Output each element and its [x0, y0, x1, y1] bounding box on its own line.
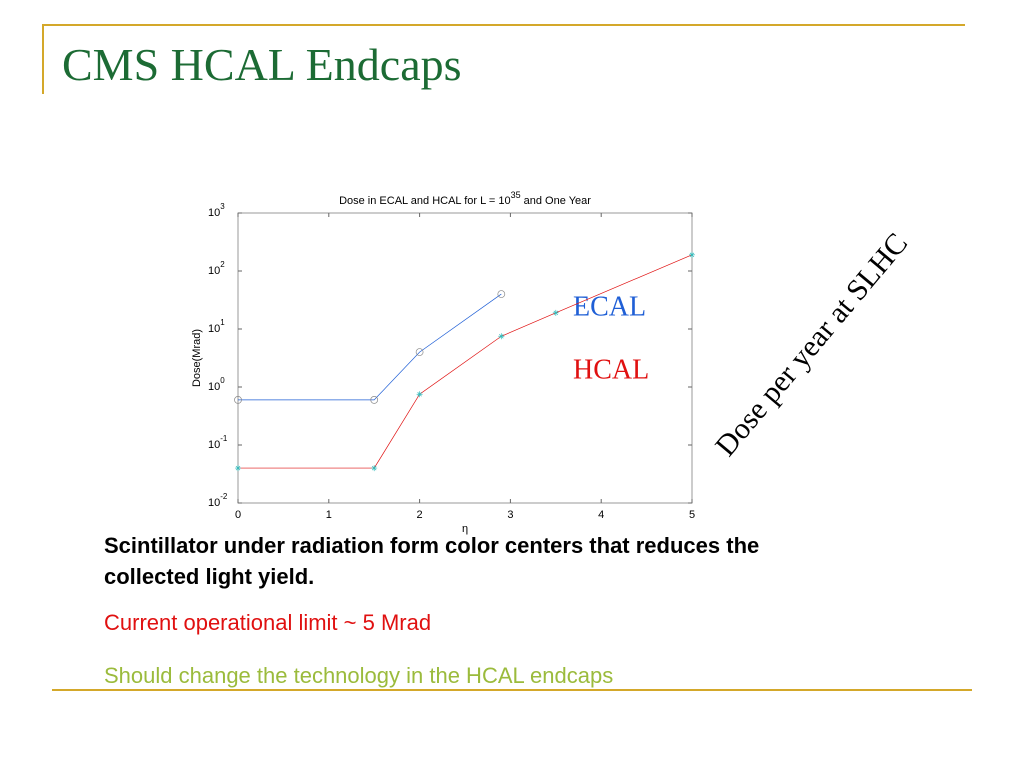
tick-exponent: 3	[220, 202, 225, 211]
series-line	[238, 293, 502, 401]
y-tick-label: 101	[208, 318, 225, 335]
rule	[52, 689, 972, 691]
y-tick-label: 102	[208, 260, 225, 277]
tick-base: 10	[208, 381, 220, 393]
title-part: Dose in ECAL and HCAL for L = 10	[339, 195, 511, 207]
y-tick-label: 10-2	[208, 492, 228, 509]
marker	[689, 251, 695, 258]
x-tick-label: 4	[598, 509, 604, 521]
tick-exponent: 1	[220, 318, 225, 327]
tick-base: 10	[208, 323, 220, 335]
x-tick-label: 0	[235, 509, 241, 521]
legend-entry: HCAL	[573, 354, 649, 385]
bullet: Current operational limit ~ 5 Mrad	[104, 610, 432, 635]
tick-exponent: -1	[220, 434, 228, 443]
rule	[42, 24, 965, 26]
marker	[370, 396, 379, 404]
tick-base: 10	[208, 497, 220, 509]
series-line	[238, 254, 693, 469]
marker	[552, 309, 559, 316]
bullet: Scintillator under radiation form color …	[104, 533, 760, 589]
marker	[371, 465, 378, 472]
y-tick-label: 10-1	[208, 434, 228, 451]
y-axis-label: Dose(Mrad)	[191, 329, 203, 387]
tick-exponent: 0	[220, 376, 225, 385]
x-tick-label: 5	[689, 509, 695, 521]
title-part: 35	[511, 190, 521, 200]
rule	[42, 24, 44, 94]
x-axis-label: η	[462, 523, 468, 535]
marker	[235, 465, 241, 472]
y-tick-label: 103	[208, 202, 225, 219]
marker	[498, 333, 505, 340]
marker	[415, 348, 424, 356]
title-part: and One Year	[521, 195, 592, 207]
x-tick-label: 3	[507, 509, 513, 521]
slide-title: CMS HCAL Endcaps	[62, 39, 462, 90]
x-tick-label: 2	[417, 509, 423, 521]
tick-base: 10	[208, 265, 220, 277]
y-tick-label: 100	[208, 376, 225, 393]
marker	[416, 391, 423, 398]
tick-base: 10	[208, 439, 220, 451]
tick-exponent: -2	[220, 492, 228, 501]
tick-exponent: 2	[220, 260, 225, 269]
bullet: Should change the technology in the HCAL…	[104, 663, 614, 688]
marker	[234, 396, 242, 404]
legend-entry: ECAL	[573, 291, 646, 322]
marker	[497, 290, 506, 298]
chart-title: Dose in ECAL and HCAL for L = 1035 and O…	[339, 190, 591, 207]
tick-base: 10	[208, 207, 220, 219]
plot-area	[237, 212, 693, 504]
x-tick-label: 1	[326, 509, 332, 521]
